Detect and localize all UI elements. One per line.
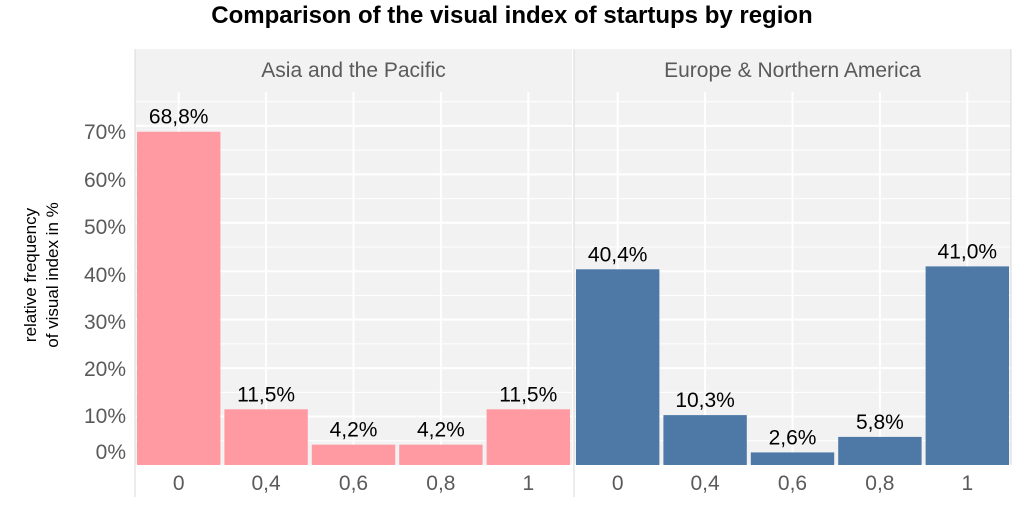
bar — [663, 415, 747, 465]
y-tick-label: 10% — [84, 405, 126, 428]
bar — [838, 436, 922, 465]
bar-value-label: 10,3% — [675, 389, 735, 412]
panels-layer: Asia and the Pacific 68,8% 0 11,5% 0,4 4,2% 0,… — [134, 49, 1012, 497]
bar-value-label: 4,2% — [417, 419, 465, 442]
x-tick-label: 0,6 — [778, 472, 807, 495]
facet-label: Europe & Northern America — [664, 59, 921, 82]
y-tick-label: 70% — [84, 121, 126, 144]
x-tick-label: 1 — [961, 472, 973, 495]
bar — [399, 444, 483, 465]
y-tick-label: 20% — [84, 358, 126, 381]
facet-strip — [135, 49, 572, 92]
bar-value-label: 68,8% — [149, 106, 209, 129]
y-axis-title-line-1: relative frequency — [21, 207, 40, 342]
y-tick-label: 50% — [84, 216, 126, 239]
bar-value-label: 40,4% — [588, 243, 648, 266]
bar-value-label: 41,0% — [938, 240, 998, 263]
bar — [576, 269, 660, 465]
y-tick-label: 0% — [96, 441, 126, 464]
x-tick-label: 1 — [522, 472, 534, 495]
chart-title: Comparison of the visual index of startu… — [211, 2, 813, 29]
bar-value-label: 4,2% — [330, 419, 378, 442]
bar — [750, 452, 835, 465]
bar — [486, 409, 570, 465]
x-tick-label: 0,8 — [426, 472, 455, 495]
facet-strip — [574, 49, 1011, 92]
y-axis: 0% 10% 20% 30% 40% 50% 60% 70% — [84, 121, 126, 464]
y-axis-title-line-2: of visual index in % — [43, 202, 62, 348]
bar — [311, 444, 396, 465]
x-tick-label: 0,6 — [339, 472, 368, 495]
facet-label: Asia and the Pacific — [261, 59, 445, 82]
x-tick-label: 0,4 — [251, 472, 281, 495]
panel-1: Asia and the Pacific 68,8% 0 11,5% 0,4 4,2% 0,… — [134, 49, 572, 497]
bar-value-label: 11,5% — [499, 383, 557, 406]
y-tick-label: 30% — [84, 311, 126, 334]
x-tick-label: 0 — [612, 472, 624, 495]
x-tick-label: 0 — [173, 472, 185, 495]
bar-value-label: 11,5% — [237, 383, 295, 406]
bar — [925, 266, 1009, 465]
y-tick-label: 60% — [84, 169, 126, 192]
y-tick-label: 40% — [84, 264, 126, 287]
x-tick-label: 0,4 — [690, 472, 720, 495]
bar-value-label: 5,8% — [856, 411, 904, 434]
panel-2: Europe & Northern America 40,4% 0 10,3% 0,4 2… — [573, 49, 1011, 497]
bar-value-label: 2,6% — [769, 426, 817, 449]
x-tick-label: 0,8 — [865, 472, 894, 495]
bar — [137, 131, 221, 465]
bar — [224, 409, 308, 465]
